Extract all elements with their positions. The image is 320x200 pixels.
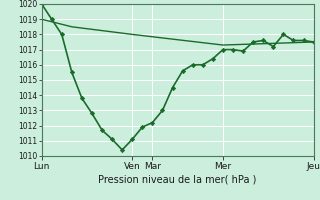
X-axis label: Pression niveau de la mer( hPa ): Pression niveau de la mer( hPa ): [99, 175, 257, 185]
